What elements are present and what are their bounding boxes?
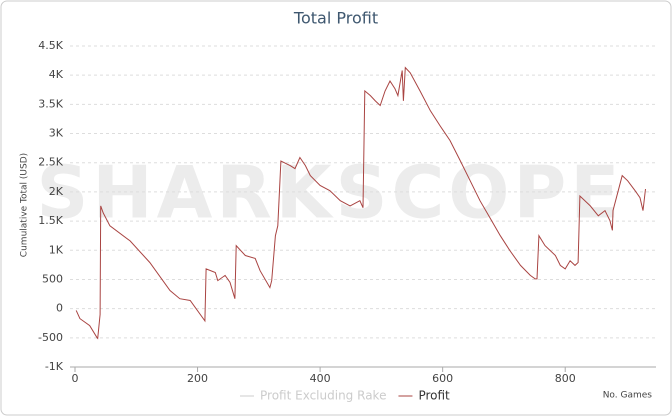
y-tick-label: 3K	[49, 127, 64, 140]
y-tick-label: 1K	[49, 243, 64, 256]
x-tick-label: 0	[72, 372, 79, 385]
y-tick-label: -1K	[45, 360, 64, 373]
x-tick-label: 200	[187, 372, 208, 385]
legend-entry[interactable]: Profit Excluding Rake	[260, 389, 386, 403]
x-tick-label: 600	[432, 372, 453, 385]
profit-line	[75, 66, 646, 340]
watermark: SHARKSCOPE	[37, 151, 624, 235]
y-tick-label: -500	[38, 331, 63, 344]
y-tick-label: 4.5K	[38, 39, 63, 52]
x-axis-label: No. Games	[603, 391, 653, 401]
y-tick-label: 3.5K	[38, 97, 63, 110]
y-tick-label: 1.5K	[38, 214, 63, 227]
y-tick-label: 0	[56, 302, 63, 315]
chart-title: Total Profit	[293, 9, 378, 28]
legend-entry[interactable]: Profit	[418, 389, 450, 403]
y-tick-label: 2.5K	[38, 156, 63, 169]
y-tick-label: 4K	[49, 68, 64, 81]
x-tick-label: 800	[555, 372, 576, 385]
y-axis-label: Cumulative Total (USD)	[20, 153, 30, 257]
x-tick-label: 400	[310, 372, 331, 385]
y-tick-label: 2K	[49, 185, 64, 198]
y-tick-label: 500	[42, 272, 63, 285]
